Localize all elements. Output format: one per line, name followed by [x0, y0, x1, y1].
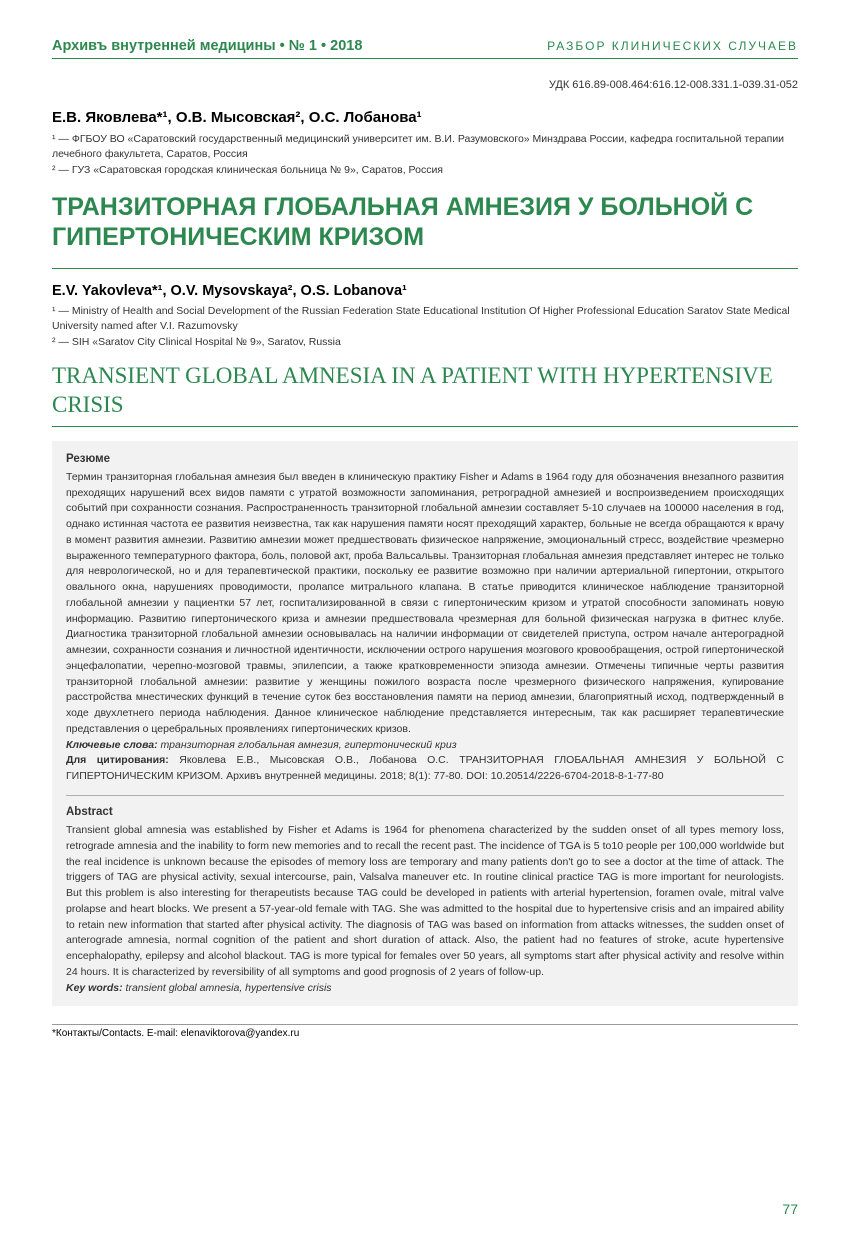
authors-ru: Е.В. Яковлева*¹, О.В. Мысовская², О.С. Л…	[52, 109, 798, 126]
affiliation-en-2: ² — SIH «Saratov City Clinical Hospital …	[52, 335, 798, 350]
abstract-heading-ru: Резюме	[66, 451, 784, 468]
abstract-body-en: Transient global amnesia was established…	[66, 823, 784, 981]
journal-name: Архивъ внутренней медицины • № 1 • 2018	[52, 38, 362, 54]
citation-ru: Для цитирования: Яковлева Е.В., Мысовска…	[66, 753, 784, 785]
page-number: 77	[782, 1201, 798, 1217]
affiliation-en-1: ¹ — Ministry of Health and Social Develo…	[52, 304, 798, 333]
keywords-label-ru: Ключевые слова:	[66, 739, 158, 751]
keywords-text-en: transient global amnesia, hypertensive c…	[123, 982, 332, 994]
header-bar: Архивъ внутренней медицины • № 1 • 2018 …	[52, 38, 798, 59]
keywords-en: Key words: transient global amnesia, hyp…	[66, 981, 784, 997]
contacts-footnote: *Контакты/Contacts. E-mail: elenaviktoro…	[52, 1024, 798, 1039]
section-name: РАЗБОР КЛИНИЧЕСКИХ СЛУЧАЕВ	[547, 39, 798, 53]
authors-en: E.V. Yakovleva*¹, O.V. Mysovskaya², O.S.…	[52, 283, 798, 299]
abstract-container: Резюме Термин транзиторная глобальная ам…	[52, 441, 798, 1007]
affiliation-ru-2: ² — ГУЗ «Саратовская городская клиническ…	[52, 163, 798, 178]
keywords-text-ru: транзиторная глобальная амнезия, гиперто…	[158, 739, 457, 751]
citation-text-ru: Яковлева Е.В., Мысовская О.В., Лобанова …	[66, 754, 784, 782]
title-divider-2	[52, 426, 798, 427]
article-title-en: TRANSIENT GLOBAL AMNESIA IN A PATIENT WI…	[52, 362, 798, 420]
abstract-body-ru: Термин транзиторная глобальная амнезия б…	[66, 470, 784, 738]
affiliation-ru-1: ¹ — ФГБОУ ВО «Саратовский государственны…	[52, 132, 798, 161]
article-title-ru: ТРАНЗИТОРНАЯ ГЛОБАЛЬНАЯ АМНЕЗИЯ У БОЛЬНО…	[52, 192, 798, 252]
keywords-label-en: Key words:	[66, 982, 123, 994]
title-divider	[52, 268, 798, 269]
page: Архивъ внутренней медицины • № 1 • 2018 …	[0, 0, 850, 1235]
abstract-heading-en: Abstract	[66, 804, 784, 821]
keywords-ru: Ключевые слова: транзиторная глобальная …	[66, 738, 784, 754]
udc-code: УДК 616.89-008.464:616.12-008.331.1-039.…	[52, 79, 798, 91]
abstract-divider	[66, 795, 784, 796]
citation-label-ru: Для цитирования:	[66, 754, 169, 766]
